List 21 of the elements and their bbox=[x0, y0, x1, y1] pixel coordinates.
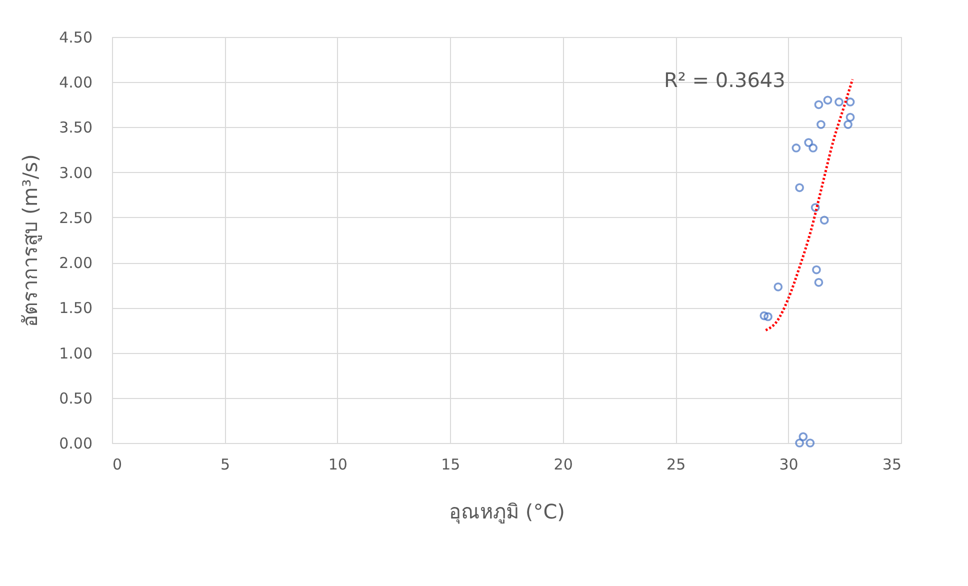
y-tick-label: 0.00 bbox=[59, 434, 92, 452]
x-tick-label: 20 bbox=[554, 456, 573, 474]
x-tick-label: 15 bbox=[441, 456, 460, 474]
y-tick-label: 2.00 bbox=[59, 254, 92, 272]
x-tick-label: 35 bbox=[882, 456, 902, 474]
annotation: R² = 0.3643 bbox=[664, 68, 786, 92]
x-tick-label: 10 bbox=[328, 456, 348, 474]
x-tick-label: 25 bbox=[666, 456, 686, 474]
x-axis-title: อุณหภูมิ (°C) bbox=[449, 500, 565, 524]
y-tick-label: 4.50 bbox=[59, 28, 92, 46]
y-tick-label: 0.50 bbox=[59, 389, 92, 408]
x-tick-label: 30 bbox=[779, 456, 798, 474]
x-tick-label: 5 bbox=[220, 456, 230, 474]
y-tick-label: 4.00 bbox=[59, 74, 92, 92]
y-tick-label: 3.50 bbox=[59, 118, 92, 137]
x-tick-label: 0 bbox=[112, 456, 122, 474]
y-tick-label: 1.50 bbox=[59, 299, 92, 318]
y-tick-label: 1.00 bbox=[59, 344, 92, 362]
y-tick-label: 2.50 bbox=[59, 208, 92, 227]
y-tick-label: 3.00 bbox=[59, 164, 92, 182]
y-axis-title: อัตราการสูบ (m³/s) bbox=[18, 154, 44, 327]
